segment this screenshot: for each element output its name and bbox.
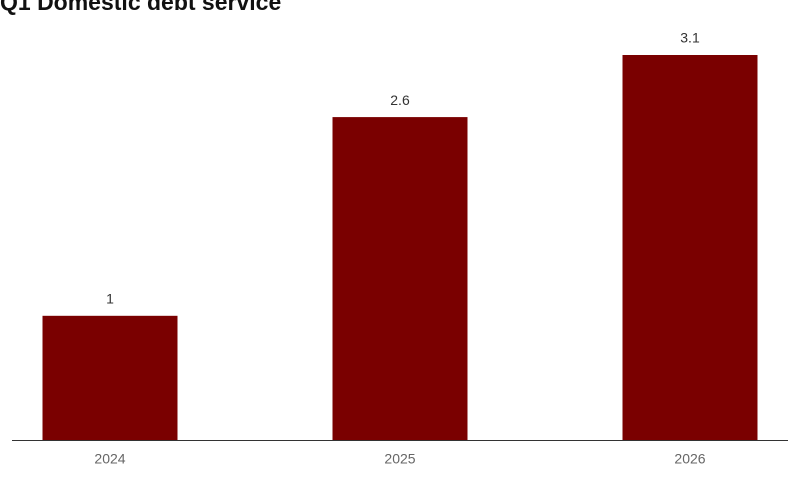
value-label: 3.1 [680, 30, 700, 46]
x-tick-label: 2024 [94, 451, 125, 467]
bar [42, 315, 178, 440]
chart-title: Q1 Domestic debt service [0, 0, 281, 15]
bar [622, 55, 758, 440]
value-label: 1 [106, 291, 114, 307]
x-tick-label: 2025 [384, 451, 415, 467]
bar [332, 117, 468, 440]
x-tick-label: 2026 [674, 451, 705, 467]
value-label: 2.6 [390, 92, 410, 108]
